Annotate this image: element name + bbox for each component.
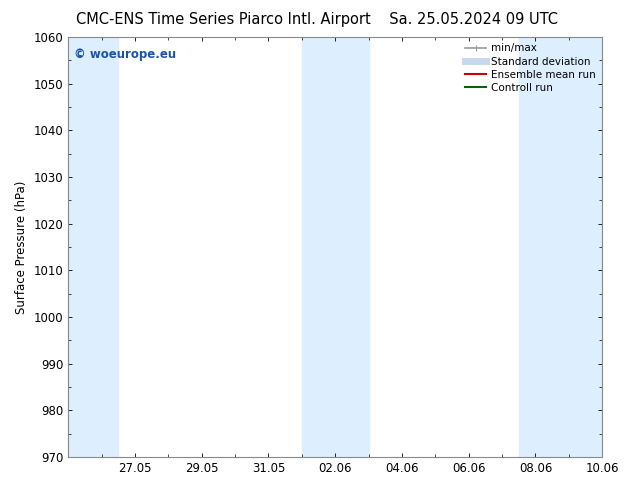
Bar xyxy=(68,37,118,457)
Legend: min/max, Standard deviation, Ensemble mean run, Controll run: min/max, Standard deviation, Ensemble me… xyxy=(461,39,600,97)
Text: © woeurope.eu: © woeurope.eu xyxy=(74,48,176,61)
Text: CMC-ENS Time Series Piarco Intl. Airport    Sa. 25.05.2024 09 UTC: CMC-ENS Time Series Piarco Intl. Airport… xyxy=(76,12,558,27)
Bar xyxy=(302,37,368,457)
Y-axis label: Surface Pressure (hPa): Surface Pressure (hPa) xyxy=(15,180,28,314)
Bar xyxy=(519,37,602,457)
